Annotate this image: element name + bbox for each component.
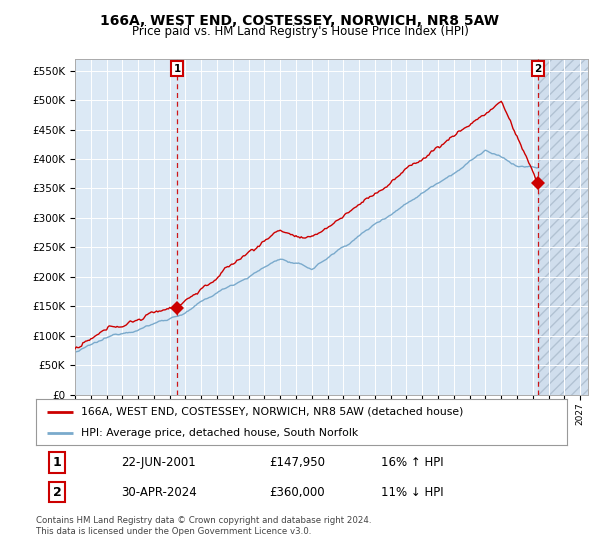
Text: Contains HM Land Registry data © Crown copyright and database right 2024.
This d: Contains HM Land Registry data © Crown c… bbox=[36, 516, 371, 536]
Text: 16% ↑ HPI: 16% ↑ HPI bbox=[381, 456, 444, 469]
Text: 30-APR-2024: 30-APR-2024 bbox=[121, 486, 197, 498]
Text: £360,000: £360,000 bbox=[269, 486, 325, 498]
Text: 2: 2 bbox=[53, 486, 62, 498]
Bar bbox=[538, 59, 588, 395]
Text: Price paid vs. HM Land Registry's House Price Index (HPI): Price paid vs. HM Land Registry's House … bbox=[131, 25, 469, 38]
Bar bbox=[538, 59, 588, 395]
Text: HPI: Average price, detached house, South Norfolk: HPI: Average price, detached house, Sout… bbox=[81, 428, 358, 438]
Text: 22-JUN-2001: 22-JUN-2001 bbox=[121, 456, 196, 469]
Text: 11% ↓ HPI: 11% ↓ HPI bbox=[381, 486, 444, 498]
Text: 1: 1 bbox=[53, 456, 62, 469]
Text: 2: 2 bbox=[535, 64, 542, 74]
Text: 1: 1 bbox=[173, 64, 181, 74]
Text: 166A, WEST END, COSTESSEY, NORWICH, NR8 5AW: 166A, WEST END, COSTESSEY, NORWICH, NR8 … bbox=[101, 14, 499, 28]
Text: £147,950: £147,950 bbox=[269, 456, 326, 469]
Text: 166A, WEST END, COSTESSEY, NORWICH, NR8 5AW (detached house): 166A, WEST END, COSTESSEY, NORWICH, NR8 … bbox=[81, 407, 464, 417]
